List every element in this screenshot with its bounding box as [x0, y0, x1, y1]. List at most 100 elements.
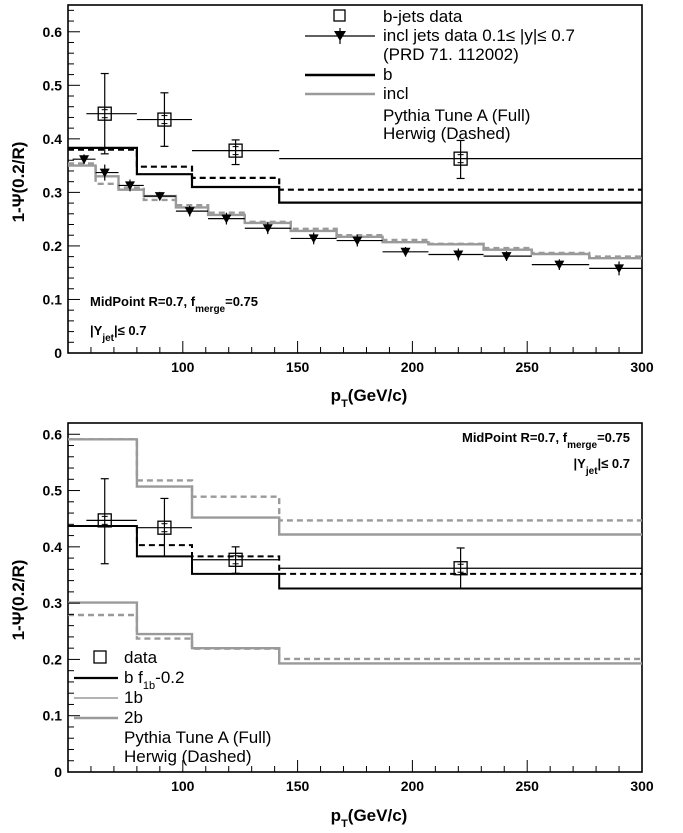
bottom-point-marker-square [157, 520, 172, 535]
top-point-incl-jets-data-0-1-y-0-7 [589, 261, 642, 276]
bottom-x-tick-label: 150 [286, 778, 310, 794]
bottom-legend-pythia: Pythia Tune A (Full) [124, 728, 271, 747]
top-point-incl-jets-data-0-1-y-0-7 [428, 248, 484, 261]
top-y-tick-label: 0.5 [43, 77, 63, 93]
bottom-annotation-midpoint-value: =0.75 [597, 430, 630, 445]
bottom-axes-layer: 0 0.1 0.2 0.3 0.4 0.5 0.6 100 150 200 250 300 [43, 422, 654, 794]
bottom-x-tick-label: 300 [630, 778, 654, 794]
bottom-x-tick-label: 250 [516, 778, 540, 794]
bottom-legend-2b: 2b [124, 708, 143, 727]
top-point-incl-jets-data-0-1-y-0-7 [336, 234, 383, 247]
bottom-point-data [86, 478, 137, 565]
top-legend-incl: incl [383, 84, 409, 103]
bottom-x-axis-title-unit: (GeV/c) [348, 806, 408, 825]
top-point-marker-square [228, 143, 243, 158]
top-x-axis-title-unit: (GeV/c) [348, 386, 408, 405]
bottom-annotation-midpoint: MidPoint R=0.7, fmerge=0.75 [462, 430, 630, 451]
top-point-marker-triangle [352, 236, 363, 246]
top-point-marker-square [97, 106, 112, 121]
top-legend-herwig: Herwig (Dashed) [383, 124, 511, 143]
top-point-marker-triangle [221, 214, 232, 224]
bottom-x-axis-title-p: p [331, 806, 341, 825]
top-annotation-rapidity: |Yjet|≤ 0.7 [90, 323, 146, 344]
top-chart: 0 0.1 0.2 0.3 0.4 0.5 0.6 100 150 200 250 300 1-Ψ(0… [9, 4, 654, 410]
top-legend: b-jets data incl jets data 0.1≤ |y|≤ 0.7… [305, 7, 575, 143]
bottom-series-2b-dashed-step [68, 613, 642, 661]
top-point-marker-triangle [184, 207, 195, 217]
top-point-marker-triangle [79, 155, 90, 165]
top-point-marker-triangle [124, 181, 135, 191]
bottom-x-axis-title: pT(GeV/c) [331, 806, 408, 830]
top-point-incl-jets-data-0-1-y-0-7 [290, 232, 337, 245]
bottom-point-data [136, 497, 192, 558]
bottom-legend-b-sub: 1b [143, 680, 155, 692]
bottom-point-data [279, 547, 642, 590]
bottom-annotation-midpoint-text: MidPoint R=0.7, f [462, 430, 568, 445]
top-annotation-midpoint: MidPoint R=0.7, fmerge=0.75 [90, 294, 258, 315]
top-y-tick-label: 0.1 [43, 291, 63, 307]
top-point-marker-triangle [308, 234, 319, 244]
top-x-axis-title-p: p [331, 386, 341, 405]
top-series-b-dashed-step [68, 148, 642, 191]
top-point-b-jets-data [86, 72, 137, 155]
top-x-tick-label: 200 [401, 359, 425, 375]
bottom-series-layer [68, 438, 642, 665]
bottom-point-marker-square [97, 513, 112, 528]
top-legend-pythia: Pythia Tune A (Full) [383, 106, 530, 125]
bottom-y-tick-label: 0.4 [43, 539, 63, 555]
top-annotation-midpoint-value: =0.75 [225, 294, 258, 309]
top-legend-reference: (PRD 71. 112002) [383, 45, 519, 64]
bottom-y-tick-label: 0.1 [43, 708, 63, 724]
bottom-legend-marker-data [93, 650, 107, 664]
bottom-y-tick-label: 0.5 [43, 483, 63, 499]
bottom-x-tick-label: 200 [401, 778, 425, 794]
top-point-marker-triangle [400, 247, 411, 257]
top-legend-marker-bjets [333, 9, 346, 22]
bottom-annotation-rapidity: |Yjet|≤ 0.7 [574, 456, 630, 477]
top-x-tick-label: 100 [171, 359, 195, 375]
top-series-incl-dashed-step [68, 162, 642, 258]
bottom-point-data [191, 546, 280, 574]
top-y-tick-label: 0.2 [43, 238, 63, 254]
top-point-incl-jets-data-0-1-y-0-7 [208, 212, 245, 225]
top-x-axis-title: pT(GeV/c) [331, 386, 408, 410]
bottom-annotation-midpoint-sub: merge [567, 440, 597, 451]
top-point-marker-triangle [99, 168, 110, 178]
top-point-incl-jets-data-0-1-y-0-7 [143, 191, 176, 202]
top-point-incl-jets-data-0-1-y-0-7 [244, 222, 291, 235]
bottom-series-1b-dashed-step [68, 438, 642, 522]
top-annotation-rapidity-b: |≤ 0.7 [114, 323, 146, 338]
top-point-incl-jets-data-0-1-y-0-7 [483, 251, 532, 262]
top-annotation-midpoint-sub: merge [195, 304, 225, 315]
top-legend-b: b [383, 65, 392, 84]
top-x-tick-label: 300 [630, 359, 654, 375]
top-point-incl-jets-data-0-1-y-0-7 [118, 179, 144, 192]
top-point-marker-triangle [501, 252, 512, 262]
top-point-incl-jets-data-0-1-y-0-7 [382, 246, 429, 257]
top-annotation-rapidity-a: |Y [90, 323, 103, 338]
bottom-y-tick-label: 0.2 [43, 651, 63, 667]
bottom-legend-b-a: b f [124, 668, 143, 687]
top-series-layer [68, 72, 642, 276]
top-y-tick-label: 0 [54, 345, 62, 361]
bottom-point-marker-square [228, 552, 243, 567]
top-y-tick-label: 0.4 [43, 131, 63, 147]
bottom-legend-1b: 1b [124, 688, 143, 707]
top-series-incl-solid-step [68, 164, 642, 260]
top-point-marker-square [157, 112, 172, 127]
bottom-legend-b: b f1b-0.2 [124, 668, 184, 692]
top-x-tick-label: 250 [516, 359, 540, 375]
top-point-incl-jets-data-0-1-y-0-7 [531, 259, 590, 271]
top-point-marker-square [453, 151, 468, 166]
top-legend-marker-incl-data-triangle [334, 31, 346, 41]
top-x-axis-title-sub: T [341, 398, 348, 410]
bottom-series-b-f-1b-0-2-dashed-step [68, 525, 642, 575]
bottom-y-axis-title: 1-Ψ(0.2/R) [9, 560, 28, 641]
bottom-x-axis-title-sub: T [341, 818, 348, 830]
top-y-tick-label: 0.6 [43, 24, 63, 40]
top-y-axis-title: 1-Ψ(0.2/R) [9, 142, 28, 223]
bottom-legend-b-b: -0.2 [155, 668, 184, 687]
top-point-marker-triangle [554, 260, 565, 270]
bottom-y-tick-label: 0 [54, 764, 62, 780]
